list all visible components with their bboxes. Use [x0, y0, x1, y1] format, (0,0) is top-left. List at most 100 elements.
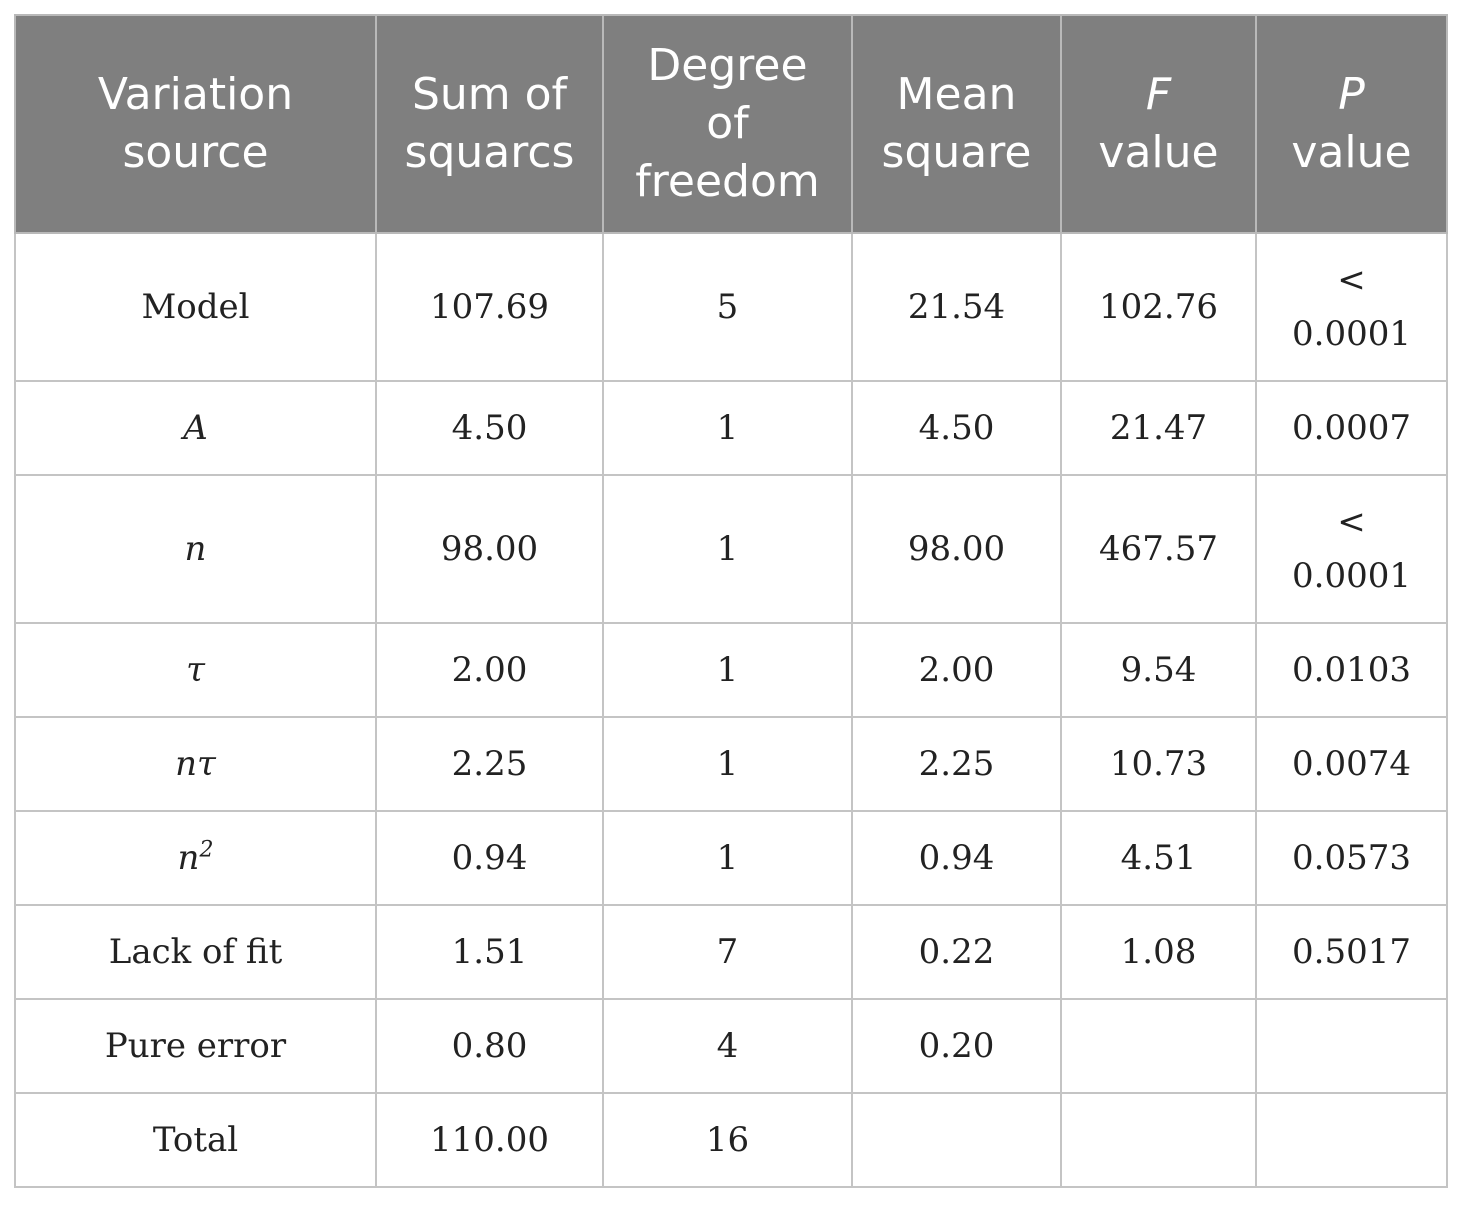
cell-variation-source: τ — [14, 622, 377, 718]
cell-variation-source: A — [14, 380, 377, 476]
cell-degree-of-freedom: 7 — [602, 904, 853, 1000]
cell-mean-square: 2.00 — [851, 622, 1062, 718]
cell-p-value: 0.0074 — [1255, 716, 1448, 812]
cell-p-value: 0.5017 — [1255, 904, 1448, 1000]
source-label: n — [177, 838, 200, 878]
header-row: Variation source Sum of squarcs Degree of free… — [14, 14, 1448, 234]
cell-degree-of-freedom: 1 — [602, 716, 853, 812]
header-text-line1: P — [1338, 69, 1365, 120]
source-label: Lack of fit — [108, 932, 283, 972]
cell-sum-of-squares: 0.94 — [375, 810, 604, 906]
source-label: τ — [186, 650, 205, 690]
cell-mean-square: 0.94 — [851, 810, 1062, 906]
cell-variation-source: Pure error — [14, 998, 377, 1094]
p-value-text: < — [1337, 502, 1366, 542]
header-text-line2: value — [1291, 127, 1412, 178]
header-mean-square: Mean square — [851, 14, 1062, 234]
table-row: Total 110.00 16 — [14, 1092, 1448, 1188]
cell-degree-of-freedom: 5 — [602, 232, 853, 382]
cell-f-value: 21.47 — [1060, 380, 1257, 476]
cell-variation-source: Total — [14, 1092, 377, 1188]
table-header: Variation source Sum of squarcs Degree of free… — [14, 14, 1448, 234]
p-value-text: 0.0001 — [1292, 314, 1411, 354]
cell-sum-of-squares: 2.25 — [375, 716, 604, 812]
cell-p-value: 0.0007 — [1255, 380, 1448, 476]
header-text-line2: square — [881, 127, 1032, 178]
table-row: Model 107.69 5 21.54 102.76 <0.0001 — [14, 232, 1448, 382]
source-label: n — [184, 529, 207, 569]
anova-table: Variation source Sum of squarcs Degree of free… — [14, 14, 1448, 1188]
cell-degree-of-freedom: 1 — [602, 810, 853, 906]
cell-mean-square: 0.22 — [851, 904, 1062, 1000]
source-label: Model — [141, 287, 250, 327]
table-row: Lack of fit 1.51 7 0.22 1.08 0.5017 — [14, 904, 1448, 1000]
cell-p-value — [1255, 998, 1448, 1094]
header-text-line2: value — [1098, 127, 1219, 178]
cell-sum-of-squares: 110.00 — [375, 1092, 604, 1188]
source-superscript: 2 — [199, 837, 214, 863]
header-text-line2: source — [122, 127, 269, 178]
p-value-text: 0.0573 — [1292, 838, 1411, 878]
cell-sum-of-squares: 98.00 — [375, 474, 604, 624]
header-degree-of-freedom: Degree of freedom — [602, 14, 853, 234]
table-row: A 4.50 1 4.50 21.47 0.0007 — [14, 380, 1448, 476]
cell-f-value — [1060, 998, 1257, 1094]
header-text-line1: Variation — [97, 69, 294, 120]
cell-sum-of-squares: 107.69 — [375, 232, 604, 382]
table-row: Pure error 0.80 4 0.20 — [14, 998, 1448, 1094]
cell-degree-of-freedom: 4 — [602, 998, 853, 1094]
cell-f-value: 467.57 — [1060, 474, 1257, 624]
header-text-line1: Mean — [896, 69, 1017, 120]
header-variation-source: Variation source — [14, 14, 377, 234]
cell-sum-of-squares: 0.80 — [375, 998, 604, 1094]
cell-degree-of-freedom: 1 — [602, 380, 853, 476]
cell-variation-source: nτ — [14, 716, 377, 812]
cell-variation-source: n2 — [14, 810, 377, 906]
cell-mean-square: 2.25 — [851, 716, 1062, 812]
cell-mean-square: 21.54 — [851, 232, 1062, 382]
cell-sum-of-squares: 1.51 — [375, 904, 604, 1000]
cell-f-value: 9.54 — [1060, 622, 1257, 718]
header-text-line1: Degree — [647, 40, 808, 91]
cell-f-value: 102.76 — [1060, 232, 1257, 382]
table-body: Model 107.69 5 21.54 102.76 <0.0001 A 4.50 1 4.50… — [14, 232, 1448, 1188]
header-text-line1: Sum of — [411, 69, 568, 120]
cell-p-value: 0.0573 — [1255, 810, 1448, 906]
header-sum-of-squares: Sum of squarcs — [375, 14, 604, 234]
cell-p-value: 0.0103 — [1255, 622, 1448, 718]
header-text-line2: of — [706, 98, 749, 149]
source-label: Total — [152, 1120, 239, 1160]
table-row: τ 2.00 1 2.00 9.54 0.0103 — [14, 622, 1448, 718]
cell-variation-source: Lack of fit — [14, 904, 377, 1000]
cell-mean-square — [851, 1092, 1062, 1188]
cell-f-value: 10.73 — [1060, 716, 1257, 812]
cell-p-value — [1255, 1092, 1448, 1188]
table-row: nτ 2.25 1 2.25 10.73 0.0074 — [14, 716, 1448, 812]
p-value-text: 0.0103 — [1292, 650, 1411, 690]
source-label: Pure error — [104, 1026, 287, 1066]
cell-f-value: 4.51 — [1060, 810, 1257, 906]
cell-p-value: <0.0001 — [1255, 474, 1448, 624]
cell-sum-of-squares: 2.00 — [375, 622, 604, 718]
p-value-text: 0.5017 — [1292, 932, 1411, 972]
source-label: A — [183, 408, 208, 448]
cell-degree-of-freedom: 1 — [602, 474, 853, 624]
header-text-line3: freedom — [635, 156, 820, 207]
cell-variation-source: n — [14, 474, 377, 624]
cell-mean-square: 4.50 — [851, 380, 1062, 476]
table-row: n 98.00 1 98.00 467.57 <0.0001 — [14, 474, 1448, 624]
source-label: nτ — [175, 744, 216, 784]
cell-f-value — [1060, 1092, 1257, 1188]
cell-mean-square: 0.20 — [851, 998, 1062, 1094]
cell-mean-square: 98.00 — [851, 474, 1062, 624]
header-text-line2: squarcs — [404, 127, 575, 178]
cell-degree-of-freedom: 1 — [602, 622, 853, 718]
p-value-text: 0.0001 — [1292, 556, 1411, 596]
p-value-text: 0.0074 — [1292, 744, 1411, 784]
cell-variation-source: Model — [14, 232, 377, 382]
cell-p-value: <0.0001 — [1255, 232, 1448, 382]
table-row: n2 0.94 1 0.94 4.51 0.0573 — [14, 810, 1448, 906]
p-value-text: 0.0007 — [1292, 408, 1411, 448]
